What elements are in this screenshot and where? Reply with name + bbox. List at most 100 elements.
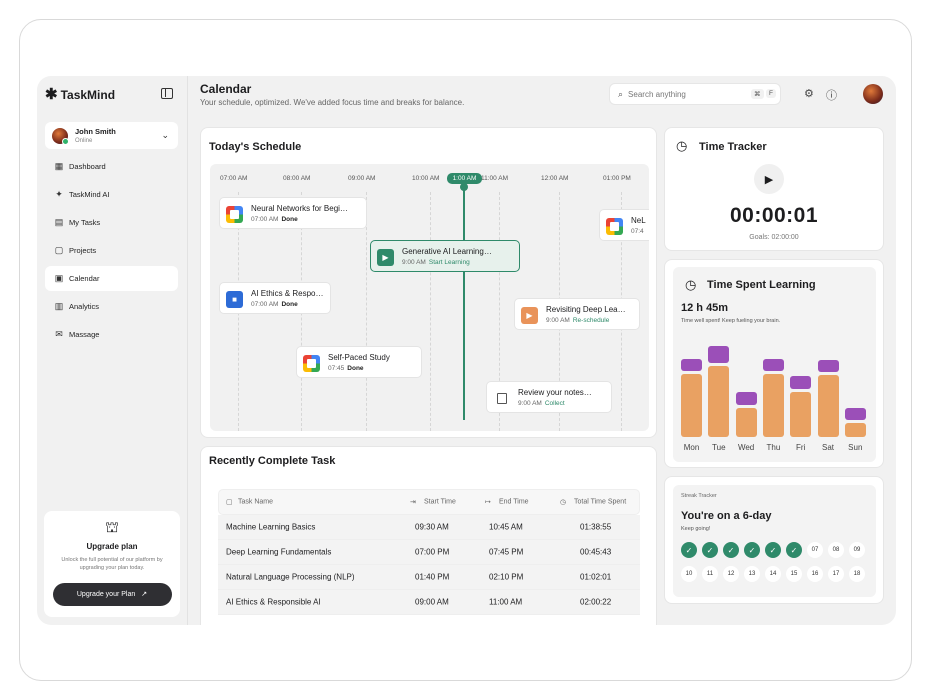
bar-bottom-segment — [762, 374, 784, 437]
file-icon: ▢ — [54, 245, 64, 255]
search-input[interactable]: ⌕ Search anything ⌘ F — [609, 83, 781, 105]
bar-bottom-segment — [735, 407, 757, 437]
streak-day-done: ✓ — [702, 542, 718, 558]
asterisk-logo-icon: ✱ — [45, 86, 58, 103]
task-name: AI Ethics & Responsible AI — [226, 597, 321, 607]
streak-day-done: ✓ — [723, 542, 739, 558]
play-icon: ▶ — [764, 173, 774, 186]
event-title: AI Ethics & Respo… — [251, 289, 324, 298]
schedule-timeline: 07:00 AM 08:00 AM 09:00 AM 10:00 AM 11:0… — [210, 164, 649, 431]
sidebar-item-taskmind-ai[interactable]: ✦ TaskMind AI — [45, 182, 178, 207]
event-title: Revisiting Deep Lea… — [546, 305, 626, 314]
task-name: Deep Learning Fundamentals — [226, 547, 332, 557]
sidebar-item-massage[interactable]: ✉ Massage — [45, 322, 178, 347]
table-row[interactable]: Machine Learning Basics 09:30 AM 10:45 A… — [218, 515, 640, 540]
day-label: Fri — [796, 443, 806, 452]
event-action-reschedule[interactable]: Re-schedule — [572, 317, 610, 324]
page-title: Calendar — [200, 82, 252, 96]
event-card[interactable]: Neural Networks for Begi… 07:00 AM Done — [219, 197, 367, 229]
streak-day: 16 — [807, 566, 823, 582]
sidebar-item-label: TaskMind AI — [69, 190, 110, 199]
login-icon: ⇥ — [410, 499, 416, 506]
table-row[interactable]: Deep Learning Fundamentals 07:00 PM 07:4… — [218, 540, 640, 565]
bar-top-segment — [790, 376, 812, 389]
time-spent-panel: ◷ Time Spent Learning 12 h 45m Time well… — [673, 267, 876, 462]
sidebar-item-label: Analytics — [69, 302, 100, 311]
upgrade-plan-button[interactable]: Upgrade your Plan ↗ — [52, 582, 172, 606]
event-card[interactable]: NeL 07:4 — [599, 209, 649, 241]
streak-label: Streak Tracker — [681, 493, 717, 499]
sidebar-item-my-tasks[interactable]: ▤ My Tasks — [45, 210, 178, 235]
bar-top-segment — [844, 407, 866, 420]
event-time: 07:4 — [631, 228, 644, 235]
sidebar-item-calendar[interactable]: ▣ Calendar — [45, 266, 178, 291]
start-time: 01:40 PM — [415, 572, 450, 582]
streak-day-done: ✓ — [681, 542, 697, 558]
total-time: 00:45:43 — [580, 547, 612, 557]
bar-top-segment — [708, 345, 730, 363]
clock-icon: ◷ — [560, 499, 567, 506]
event-card[interactable]: ▶ Revisiting Deep Lea… 9:00 AM Re-schedul… — [514, 298, 640, 330]
table-row[interactable]: Natural Language Processing (NLP) 01:40 … — [218, 565, 640, 590]
bar-top-segment — [681, 358, 702, 372]
day-label: Wed — [737, 443, 755, 452]
streak-day: 17 — [828, 566, 844, 582]
play-button[interactable]: ▶ — [754, 164, 784, 194]
upgrade-title: Upgrade plan — [86, 542, 138, 551]
sparkle-icon: ✦ — [55, 189, 63, 199]
google-meet-icon — [226, 206, 243, 223]
event-time: 07:45 — [328, 365, 345, 372]
table-header: ▢ Task Name ⇥ Start Time ↦ End Time ◷ To… — [218, 489, 640, 515]
column-header: Start Time — [424, 498, 456, 506]
total-time: 01:02:01 — [580, 572, 612, 582]
recent-tasks-title: Recently Complete Task — [209, 455, 336, 467]
time-spent-title: Time Spent Learning — [707, 279, 816, 291]
event-action-start-learning[interactable]: Start Learning — [428, 259, 470, 266]
sidebar-item-analytics[interactable]: ▥ Analytics — [45, 294, 178, 319]
sidebar-item-label: My Tasks — [69, 218, 101, 227]
help-icon[interactable]: ⓘ — [826, 90, 837, 102]
event-card[interactable]: Self-Paced Study 07:45 Done — [296, 346, 422, 378]
event-card-active[interactable]: ▶ Generative AI Learning… 9:00 AM Start L… — [370, 240, 520, 272]
sidebar-item-projects[interactable]: ▢ Projects — [45, 238, 178, 263]
app-logo[interactable]: ✱ TaskMind — [45, 87, 115, 102]
day-label: Sat — [821, 443, 834, 452]
table-row[interactable]: AI Ethics & Responsible AI 09:00 AM 11:0… — [218, 590, 640, 615]
message-icon: ✉ — [55, 329, 63, 339]
event-title: Generative AI Learning… — [402, 247, 492, 256]
grid-line — [366, 192, 367, 431]
app-name: TaskMind — [60, 87, 116, 102]
event-card[interactable]: Review your notes… 9:00 AM Collect — [486, 381, 612, 413]
grid-line — [499, 192, 500, 431]
shortcut-f-key: F — [766, 89, 776, 98]
sidebar-item-label: Projects — [69, 246, 97, 255]
streak-card: Streak Tracker You're on a 6-day Keep go… — [664, 476, 884, 604]
streak-subtitle: Keep going! — [681, 526, 711, 532]
settings-gear-icon[interactable]: ⚙ — [804, 88, 814, 100]
streak-day: 15 — [786, 566, 802, 582]
total-time: 01:38:55 — [580, 522, 612, 532]
day-label: Tue — [712, 443, 726, 452]
streak-day: 11 — [702, 566, 718, 582]
current-time-line — [463, 184, 465, 420]
notebook-icon — [497, 393, 507, 404]
sidebar-collapse-icon[interactable] — [161, 88, 173, 99]
streak-day-done: ✓ — [765, 542, 781, 558]
google-meet-icon — [606, 218, 623, 235]
profile-switcher[interactable]: John Smith Online ⌄ — [45, 122, 178, 149]
event-action-collect[interactable]: Collect — [544, 400, 565, 407]
streak-day: 10 — [681, 566, 697, 582]
time-tick: 07:00 AM — [220, 175, 248, 182]
sidebar-item-dashboard[interactable]: ▦ Dashboard — [45, 154, 178, 179]
chevron-down-icon: ⌄ — [161, 130, 169, 140]
start-time: 09:00 AM — [415, 597, 449, 607]
time-tick: 11:00 AM — [481, 175, 508, 182]
event-card[interactable]: ■ AI Ethics & Respo… 07:00 AM Done — [219, 282, 331, 314]
sidebar-item-label: Calendar — [69, 274, 100, 283]
user-avatar[interactable] — [863, 84, 883, 104]
time-tick: 08:00 AM — [283, 175, 311, 182]
time-tracker-card: ◷ Time Tracker ▶ 00:00:01 Goals: 02:00:0… — [664, 127, 884, 251]
search-icon: ⌕ — [618, 88, 624, 99]
start-time: 09:30 AM — [415, 522, 449, 532]
task-name: Natural Language Processing (NLP) — [226, 572, 355, 582]
